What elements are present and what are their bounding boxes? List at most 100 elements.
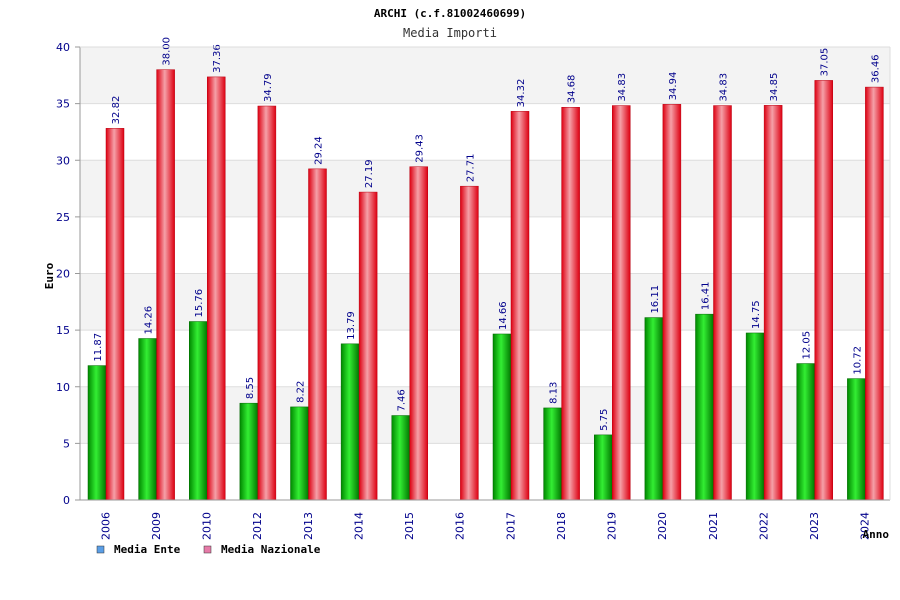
- data-label-nazionale-2024: 36.46: [870, 54, 881, 83]
- bar-ente-2020: [644, 317, 664, 501]
- bar-nazionale-2012: [257, 105, 277, 501]
- x-tick-label-2006: 2006: [99, 512, 112, 540]
- y-tick-label: 30: [56, 154, 70, 167]
- bar-ente-2012: [239, 402, 259, 501]
- data-label-ente-2022: 14.75: [751, 300, 762, 329]
- x-tick-label-2023: 2023: [808, 512, 821, 540]
- x-tick-label-2014: 2014: [352, 512, 365, 540]
- bar-nazionale-2013: [308, 168, 327, 501]
- data-label-ente-2010: 15.76: [194, 289, 205, 318]
- data-label-nazionale-2020: 34.94: [668, 72, 679, 101]
- bar-nazionale-2019: [612, 105, 631, 501]
- data-label-ente-2013: 8.22: [296, 381, 307, 403]
- bar-nazionale-2015: [409, 166, 428, 501]
- x-tick-label-2010: 2010: [201, 512, 214, 540]
- bar-ente-2021: [695, 313, 714, 501]
- bar-nazionale-2020: [662, 104, 682, 501]
- data-label-nazionale-2016: 27.71: [465, 154, 476, 183]
- data-label-nazionale-2021: 34.83: [719, 73, 730, 102]
- bar-ente-2023: [796, 363, 815, 501]
- bar-nazionale-2018: [561, 106, 580, 501]
- data-label-ente-2006: 11.87: [93, 333, 104, 362]
- data-label-nazionale-2023: 37.05: [820, 48, 831, 77]
- bar-ente-2013: [290, 406, 309, 501]
- x-axis-label: Anno: [863, 528, 890, 541]
- bar-nazionale-2010: [207, 76, 226, 501]
- data-label-nazionale-2010: 37.36: [212, 44, 223, 73]
- bar-nazionale-2021: [713, 105, 732, 501]
- y-tick-label: 15: [56, 324, 70, 337]
- data-label-ente-2009: 14.26: [144, 306, 155, 335]
- data-label-nazionale-2019: 34.83: [617, 73, 628, 102]
- x-tick-label-2019: 2019: [606, 512, 619, 540]
- data-label-nazionale-2014: 27.19: [364, 159, 375, 188]
- x-tick-label-2020: 2020: [656, 512, 669, 540]
- x-tick-label-2018: 2018: [555, 512, 568, 540]
- bar-nazionale-2009: [156, 69, 175, 501]
- data-label-ente-2014: 13.79: [346, 311, 357, 340]
- axes-layer: 0 5 10 15 20 25 30 35 40 2006 2009 2010 2012 2013 2014…: [56, 41, 891, 540]
- legend-label-media-ente: Media Ente: [114, 543, 181, 556]
- data-label-nazionale-2006: 32.82: [111, 96, 122, 125]
- x-tick-label-2021: 2021: [707, 512, 720, 540]
- bar-ente-2022: [745, 332, 765, 501]
- bar-ente-2014: [340, 343, 360, 501]
- y-tick-label: 40: [56, 41, 70, 54]
- bar-nazionale-2016: [460, 185, 479, 501]
- data-label-nazionale-2012: 34.79: [263, 73, 274, 102]
- data-label-nazionale-2015: 29.43: [415, 134, 426, 163]
- x-tick-label-2015: 2015: [403, 512, 416, 540]
- bar-nazionale-2023: [814, 80, 833, 501]
- chart-title: ARCHI (c.f.81002460699): [374, 7, 526, 20]
- y-tick-label: 35: [56, 98, 70, 111]
- data-label-ente-2021: 16.41: [701, 282, 712, 311]
- bar-ente-2017: [492, 333, 512, 501]
- bar-nazionale-2017: [510, 111, 530, 501]
- legend-swatch-media-nazionale: [203, 545, 212, 554]
- bar-ente-2019: [594, 434, 613, 501]
- data-label-nazionale-2009: 38.00: [162, 37, 173, 66]
- bars-layer: [87, 69, 884, 501]
- data-label-ente-2015: 7.46: [397, 389, 408, 411]
- y-tick-label: 0: [63, 494, 70, 507]
- bar-ente-2024: [847, 378, 866, 501]
- data-label-nazionale-2022: 34.85: [769, 73, 780, 102]
- x-tick-label-2012: 2012: [251, 512, 264, 540]
- data-label-nazionale-2018: 34.68: [567, 75, 578, 104]
- bar-nazionale-2014: [358, 191, 378, 501]
- legend: Media Ente Media Nazionale: [96, 543, 321, 556]
- legend-swatch-media-ente: [96, 545, 105, 554]
- data-labels-layer: 11.87 32.82 14.26 38.00 15.76 37.36 8.55 34.79 8…: [93, 37, 881, 431]
- x-tick-label-2024: 2024: [859, 512, 872, 540]
- bar-nazionale-2024: [865, 86, 884, 501]
- data-label-ente-2012: 8.55: [245, 377, 256, 399]
- bar-nazionale-2006: [105, 128, 125, 501]
- bar-ente-2009: [138, 338, 157, 501]
- y-tick-label: 25: [56, 211, 70, 224]
- data-label-nazionale-2013: 29.24: [314, 136, 325, 165]
- bar-ente-2015: [391, 415, 410, 501]
- bar-ente-2010: [189, 321, 208, 501]
- data-label-ente-2020: 16.11: [650, 285, 661, 314]
- legend-label-media-nazionale: Media Nazionale: [221, 543, 321, 556]
- data-label-ente-2018: 8.13: [549, 382, 560, 404]
- x-tick-label-2016: 2016: [454, 512, 467, 540]
- x-tick-label-2009: 2009: [150, 512, 163, 540]
- bar-ente-2018: [543, 407, 562, 501]
- bar-ente-2006: [87, 365, 107, 501]
- data-label-ente-2024: 10.72: [852, 346, 863, 375]
- y-tick-label: 20: [56, 268, 70, 281]
- chart-subtitle: Media Importi: [403, 26, 497, 40]
- x-tick-label-2013: 2013: [302, 512, 315, 540]
- bar-nazionale-2022: [763, 105, 783, 501]
- y-axis-label: Euro: [43, 262, 56, 289]
- data-label-ente-2023: 12.05: [802, 331, 813, 360]
- data-label-nazionale-2017: 34.32: [516, 79, 527, 108]
- data-label-ente-2019: 5.75: [599, 409, 610, 431]
- y-tick-label: 5: [63, 437, 70, 450]
- x-tick-label-2022: 2022: [757, 512, 770, 540]
- y-tick-label: 10: [56, 381, 70, 394]
- x-tick-label-2017: 2017: [504, 512, 517, 540]
